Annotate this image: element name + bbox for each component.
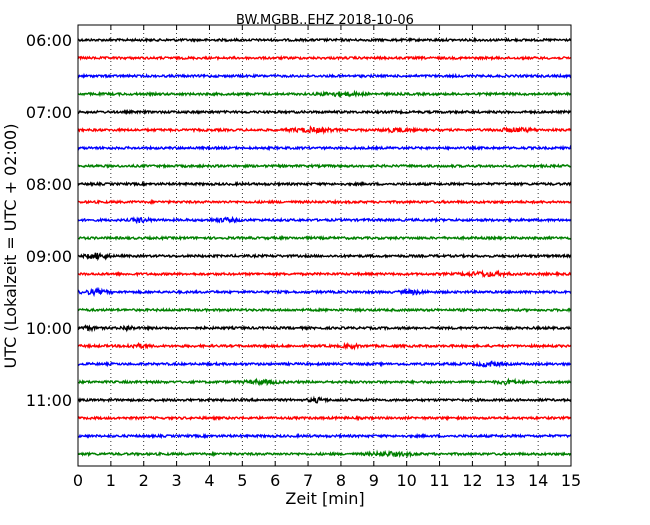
x-tick-label: 8 (336, 471, 346, 490)
x-tick-label: 12 (462, 471, 482, 490)
trace-1015 (77, 341, 572, 351)
y-axis-label: UTC (Lokalzeit = UTC + 02:00) (1, 124, 20, 369)
x-tick-label: 10 (396, 471, 416, 490)
trace-1000 (77, 324, 572, 333)
x-tick-label: 7 (303, 471, 313, 490)
x-tick-label: 2 (139, 471, 149, 490)
trace-1130 (77, 432, 572, 440)
y-tick-label: 10:00 (26, 319, 72, 338)
x-axis-ticks: 0 1 2 3 4 5 6 7 8 9 10 11 12 13 14 15 (73, 25, 581, 490)
trace-1145 (77, 449, 572, 459)
trace-0900 (77, 251, 572, 262)
x-tick-label: 9 (369, 471, 379, 490)
trace-1100 (77, 395, 572, 404)
trace-1030 (77, 360, 572, 368)
x-axis-label: Zeit [min] (285, 489, 364, 508)
trace-0645 (77, 89, 572, 98)
trace-0830 (77, 215, 572, 225)
x-tick-label: 14 (528, 471, 548, 490)
y-tick-label: 07:00 (26, 103, 72, 122)
trace-group (77, 36, 572, 459)
trace-1115 (77, 414, 572, 422)
x-tick-label: 13 (495, 471, 515, 490)
x-tick-label: 1 (106, 471, 116, 490)
trace-0915 (77, 269, 572, 279)
trace-0630 (77, 72, 572, 79)
x-tick-label: 6 (270, 471, 280, 490)
x-tick-label: 11 (429, 471, 449, 490)
x-tick-label: 4 (204, 471, 214, 490)
y-tick-label: 08:00 (26, 175, 72, 194)
trace-1045 (77, 377, 572, 387)
trace-0600 (77, 36, 572, 44)
trace-0815 (77, 198, 572, 206)
y-tick-label: 09:00 (26, 247, 72, 266)
trace-0700 (77, 108, 572, 116)
trace-0615 (77, 54, 572, 62)
x-tick-label: 0 (73, 471, 83, 490)
trace-0945 (77, 307, 572, 314)
y-tick-label: 06:00 (26, 31, 72, 50)
trace-0845 (77, 234, 572, 242)
x-tick-label: 15 (561, 471, 581, 490)
trace-0930 (77, 286, 572, 298)
chart-title: BW.MGBB..EHZ 2018-10-06 (236, 13, 414, 28)
trace-0730 (77, 144, 572, 152)
x-tick-label: 3 (172, 471, 182, 490)
trace-0800 (77, 180, 572, 188)
trace-0715 (77, 125, 572, 135)
y-axis-ticks: 06:00 07:00 08:00 09:00 10:00 11:00 (26, 31, 571, 410)
y-tick-label: 11:00 (26, 391, 72, 410)
x-tick-label: 5 (237, 471, 247, 490)
trace-0745 (77, 162, 572, 170)
plot-frame (77, 24, 572, 467)
grid-lines (110, 25, 539, 466)
